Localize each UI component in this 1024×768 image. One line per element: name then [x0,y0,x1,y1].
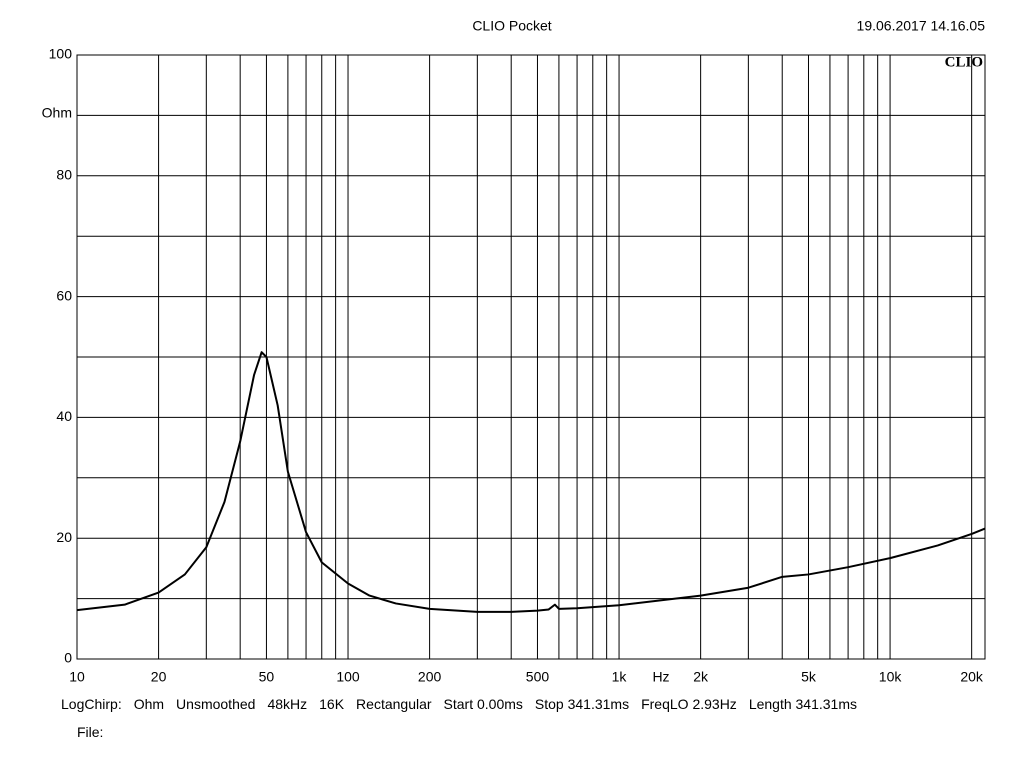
setting-item: Start 0.00ms [443,696,523,712]
y-tick-label: 60 [56,287,72,303]
x-tick-label: 10k [879,669,903,685]
setting-item: Stop 341.31ms [534,696,630,712]
setting-item: Unsmoothed [176,696,256,712]
x-tick-label: 1k [612,669,628,685]
setting-item: Ohm [133,696,165,712]
setting-item: 48kHz [267,696,308,712]
x-tick-label: 200 [418,669,442,685]
settings-row: LogChirp: Ohm Unsmoothed 48kHz 16K Rectangula… [61,696,857,712]
x-tick-label: 5k [801,669,817,685]
x-tick-label: 100 [336,669,360,685]
x-tick-label: 500 [526,669,550,685]
y-tick-label: 80 [56,167,72,183]
y-axis-label: Ohm [42,105,72,121]
y-tick-label: 0 [64,650,72,666]
x-tick-label: 2k [693,669,709,685]
setting-item: LogChirp: [61,696,122,712]
setting-item: Rectangular [356,696,432,712]
setting-item: FreqLO 2.93Hz [641,696,737,712]
logo: CLIO [945,54,983,70]
timestamp: 19.06.2017 14.16.05 [857,18,986,34]
x-tick-label: 10 [69,669,85,685]
y-tick-label: 20 [56,529,72,545]
file-label: File: [77,724,104,740]
y-tick-label: 100 [49,46,73,62]
setting-item: Length 341.31ms [748,696,858,712]
setting-item: 16K [319,696,345,712]
x-tick-label: 50 [259,669,275,685]
y-tick-label: 40 [56,408,72,424]
x-axis-label: Hz [652,669,669,685]
impedance-curve [76,351,986,613]
x-tick-label: 20k [960,669,984,685]
plot-frame [76,54,986,660]
chart-title: CLIO Pocket [472,18,551,34]
x-tick-label: 20 [151,669,167,685]
